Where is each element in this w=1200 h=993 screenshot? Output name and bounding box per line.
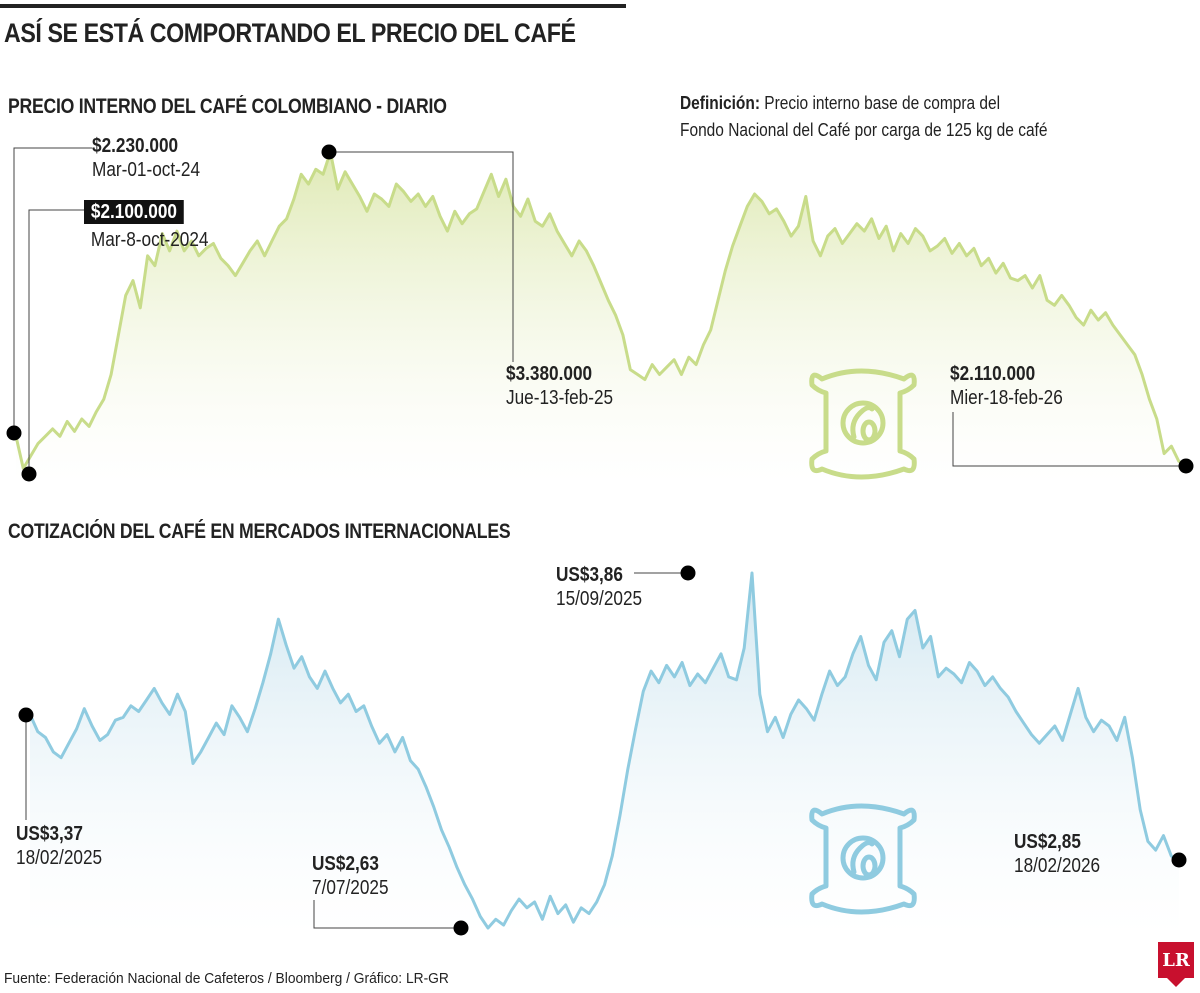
annotation-value: $3.380.000 (506, 363, 593, 385)
leader-dom-4 (952, 412, 1186, 467)
dot-intl-4 (1171, 852, 1187, 868)
dot-dom-4 (1178, 458, 1194, 474)
coffee-sack-icon (809, 803, 917, 915)
annotation-value: $2.230.000 (92, 135, 179, 157)
annotation-value: US$2,85 (1014, 831, 1081, 853)
domestic-price-area (16, 152, 1186, 482)
top-rule (0, 4, 626, 8)
annotation-value: $2.110.000 (950, 363, 1036, 385)
annotation-intl-1: US$3,37 18/02/2025 (16, 822, 102, 870)
annotation-intl-4: US$2,85 18/02/2026 (1014, 830, 1100, 878)
dot-intl-3 (680, 565, 696, 581)
annotation-value: US$2,63 (312, 853, 379, 875)
annotation-value: $2.100.000 (84, 200, 184, 224)
dot-intl-2 (453, 920, 469, 936)
annotation-value: US$3,37 (16, 823, 83, 845)
lr-logo: LR (1158, 942, 1194, 987)
annotation-date: 7/07/2025 (312, 877, 389, 899)
coffee-sack-icon (809, 368, 917, 480)
annotation-dom-3: $3.380.000 Jue-13-feb-25 (506, 362, 613, 410)
definition-line-1: Precio interno base de compra del (764, 93, 1001, 113)
annotation-date: 18/02/2026 (1014, 855, 1101, 877)
leader-dom-1 (13, 147, 92, 432)
international-price-area (30, 573, 1179, 935)
annotation-date: Mar-01-oct-24 (92, 159, 201, 181)
annotation-leaders (13, 147, 1186, 929)
annotation-value: US$3,86 (556, 564, 623, 586)
international-chart-title: COTIZACIÓN DEL CAFÉ EN MERCADOS INTERNAC… (8, 520, 511, 543)
definition-label: Definición: (680, 93, 760, 113)
international-price-line (28, 571, 1181, 930)
dot-intl-1 (18, 707, 34, 723)
definition-note: Definición: Precio interno base de compr… (680, 90, 1047, 144)
international-price-chart (28, 571, 1181, 935)
annotation-date: Jue-13-feb-25 (506, 387, 614, 409)
annotation-date: Mar-8-oct-2024 (90, 229, 209, 251)
annotation-dom-1: $2.230.000 Mar-01-oct-24 (92, 134, 200, 182)
annotation-date: Mier-18-feb-26 (950, 387, 1063, 409)
definition-line-2: Fondo Nacional del Café por carga de 125… (680, 120, 1048, 140)
annotation-intl-3: US$3,86 15/09/2025 (556, 563, 642, 611)
domestic-price-chart (14, 150, 1187, 482)
annotation-date: 15/09/2025 (556, 588, 643, 610)
domestic-chart-title: PRECIO INTERNO DEL CAFÉ COLOMBIANO - DIA… (8, 95, 447, 118)
leader-dom-2 (28, 209, 84, 472)
annotation-dom-2: $2.100.000 Mar-8-oct-2024 (84, 200, 208, 252)
annotation-date: 18/02/2025 (16, 847, 103, 869)
annotation-intl-2: US$2,63 7/07/2025 (312, 852, 389, 900)
leader-intl-2 (313, 900, 461, 929)
dot-dom-3 (321, 144, 337, 160)
page-title: ASÍ SE ESTÁ COMPORTANDO EL PRECIO DEL CA… (4, 18, 576, 48)
source-note: Fuente: Federación Nacional de Cafeteros… (4, 970, 449, 987)
dot-dom-2 (21, 466, 37, 482)
dot-dom-1 (6, 425, 22, 441)
leader-dom-3 (329, 151, 514, 362)
annotation-dom-4: $2.110.000 Mier-18-feb-26 (950, 362, 1063, 410)
annotation-dots (6, 144, 1194, 936)
domestic-price-line (14, 150, 1187, 470)
